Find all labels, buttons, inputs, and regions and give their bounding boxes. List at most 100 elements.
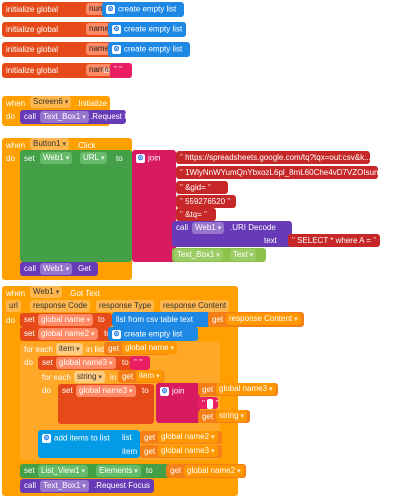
gear-icon[interactable]: ⚙ xyxy=(42,434,51,443)
select-query-string-block[interactable]: " SELECT * where A = " xyxy=(288,234,380,247)
variable-dropdown[interactable]: global name3 xyxy=(56,357,116,369)
call-web1-get-block[interactable]: call Web1 Get xyxy=(20,262,98,276)
get-global-name3-block[interactable]: get global name3 xyxy=(198,383,278,396)
when-keyword: when xyxy=(6,99,26,108)
join-block[interactable]: ⚙ join xyxy=(132,150,176,262)
list-from-csv-label: list from csv table text xyxy=(116,315,193,324)
method-name: .Request Focus xyxy=(90,112,147,121)
variable-dropdown[interactable]: global name xyxy=(38,314,94,326)
for-each-keyword: for each xyxy=(24,345,53,354)
property-dropdown[interactable]: Text xyxy=(230,249,257,261)
gid-value-string-block[interactable]: " 559276520 " xyxy=(176,195,236,208)
to-label: to xyxy=(103,66,110,75)
component-dropdown[interactable]: Button1 xyxy=(30,138,70,150)
to-label: to xyxy=(146,466,153,475)
create-empty-list-block[interactable]: ⚙ create empty list xyxy=(108,42,190,57)
method-name: .Request Focus xyxy=(94,481,151,490)
set-keyword: set xyxy=(24,154,35,163)
init-global-name-block[interactable]: initialize global name to ⚙create empty … xyxy=(2,22,186,37)
set-global-name3-block[interactable]: set global name3 to xyxy=(38,356,134,370)
variable-dropdown[interactable]: response Content xyxy=(226,313,301,325)
get-keyword: get xyxy=(170,466,182,475)
join-block[interactable]: ⚙ join xyxy=(156,383,200,423)
global-name-field[interactable]: name xyxy=(86,23,113,35)
to-label: to xyxy=(122,358,129,367)
set-global-name3-join-block[interactable]: set global name3 to xyxy=(58,384,154,424)
param-response-type[interactable]: response Type xyxy=(96,300,155,312)
get-item-block[interactable]: get item xyxy=(118,370,164,383)
set-web1-url-block[interactable]: set Web1 URL to xyxy=(20,150,132,262)
property-dropdown[interactable]: Elements xyxy=(96,465,141,477)
variable-dropdown[interactable]: global name3 xyxy=(76,385,136,397)
list-from-csv-table-block[interactable]: list from csv table text xyxy=(112,312,210,327)
component-dropdown[interactable]: Web1 xyxy=(40,152,73,164)
method-name: Get xyxy=(78,264,91,273)
empty-string-block[interactable]: " " xyxy=(130,356,150,370)
component-dropdown[interactable]: List_View1 xyxy=(38,465,89,477)
get-keyword: get xyxy=(202,412,214,421)
component-dropdown[interactable]: Web1 xyxy=(40,263,73,275)
variable-dropdown[interactable]: global name3 xyxy=(158,445,218,457)
gear-icon[interactable]: ⚙ xyxy=(112,45,121,54)
set-keyword: set xyxy=(24,329,35,338)
to-label: to xyxy=(104,330,111,338)
loop-variable[interactable]: string xyxy=(74,371,106,383)
url-string-block[interactable]: " https://spreadsheets.google.com/tq?tqx… xyxy=(176,151,376,164)
get-response-content-block[interactable]: get response Content xyxy=(208,312,304,327)
get-global-name2-block[interactable]: get global name2 xyxy=(166,464,246,478)
get-string-block[interactable]: get string xyxy=(198,410,250,423)
create-empty-list-block[interactable]: ⚙ create empty list xyxy=(108,327,198,341)
component-dropdown[interactable]: Web1 xyxy=(30,286,63,298)
component-dropdown[interactable]: Text_Box1 xyxy=(40,480,89,492)
set-keyword: set xyxy=(24,315,35,324)
call-request-focus-block[interactable]: call Text_Box1 .Request Focus xyxy=(20,110,146,124)
sheet-key-string-block[interactable]: " 1WlyNnWYumQnYbxozL6pl_8mL60Che4vD7VZOI… xyxy=(176,166,400,179)
set-global-name-block[interactable]: set global name to xyxy=(20,313,112,327)
component-dropdown[interactable]: Web1 xyxy=(192,222,225,234)
component-dropdown[interactable]: Text_Box1 xyxy=(40,111,89,123)
gear-icon[interactable]: ⚙ xyxy=(160,387,169,396)
add-items-to-list-block[interactable]: ⚙ add items to list list item xyxy=(38,430,140,458)
param-response-code[interactable]: response Code xyxy=(30,300,91,312)
init-keyword: initialize global xyxy=(6,25,59,34)
gear-icon[interactable]: ⚙ xyxy=(112,330,121,339)
gid-string-block[interactable]: " &gid= " xyxy=(176,181,228,194)
gear-icon[interactable]: ⚙ xyxy=(106,5,115,14)
create-empty-list-block[interactable]: ⚙ create empty list xyxy=(102,2,184,17)
init-global-num-block[interactable]: initialize global num to ⚙create empty l… xyxy=(2,2,184,17)
empty-string-block[interactable]: " " xyxy=(110,63,132,78)
loop-variable[interactable]: item xyxy=(56,343,83,355)
comma-string-block[interactable]: " " xyxy=(198,397,218,409)
set-listview-elements-block[interactable]: set List_View1 Elements to xyxy=(20,464,184,478)
create-empty-list-block[interactable]: ⚙ create empty list xyxy=(108,22,186,37)
variable-dropdown[interactable]: global name2 xyxy=(158,431,218,443)
component-dropdown[interactable]: Text_Box1 xyxy=(174,249,223,261)
event-name: .Click xyxy=(76,141,96,150)
global-name-field[interactable]: name3 xyxy=(86,64,117,76)
variable-dropdown[interactable]: global name3 xyxy=(216,383,276,395)
variable-dropdown[interactable]: global name2 xyxy=(38,328,98,340)
variable-dropdown[interactable]: global name2 xyxy=(184,465,244,477)
set-global-name2-block[interactable]: set global name2 to xyxy=(20,327,118,341)
gear-icon[interactable]: ⚙ xyxy=(112,25,121,34)
variable-dropdown[interactable]: item xyxy=(136,370,163,382)
uri-decode-block[interactable]: call Web1 .URI Decode text xyxy=(172,221,292,247)
get-global-name3-block[interactable]: get global name3 xyxy=(140,445,222,458)
gear-icon[interactable]: ⚙ xyxy=(136,154,145,163)
param-response-content[interactable]: response Content xyxy=(160,300,230,312)
param-url[interactable]: url xyxy=(6,300,21,312)
textbox-text-getter[interactable]: Text_Box1 Text xyxy=(172,248,266,262)
in-list-label: in list xyxy=(86,345,105,354)
variable-dropdown[interactable]: global name xyxy=(122,342,178,354)
component-dropdown[interactable]: Screen6 xyxy=(30,96,72,108)
get-global-name2-block[interactable]: get global name2 xyxy=(140,431,222,444)
get-global-name-block[interactable]: get global name xyxy=(104,342,178,355)
variable-dropdown[interactable]: string xyxy=(216,410,248,422)
property-dropdown[interactable]: URL xyxy=(80,152,108,164)
call-request-focus-block[interactable]: call Text_Box1 .Request Focus xyxy=(20,479,154,493)
init-global-name3-block[interactable]: initialize global name3 to " " xyxy=(2,63,132,78)
init-global-name2-block[interactable]: initialize global name2 to ⚙create empty… xyxy=(2,42,190,57)
item-param-label: item xyxy=(122,447,138,456)
call-keyword: call xyxy=(24,112,37,121)
tq-string-block[interactable]: " &tq= " xyxy=(176,208,216,221)
